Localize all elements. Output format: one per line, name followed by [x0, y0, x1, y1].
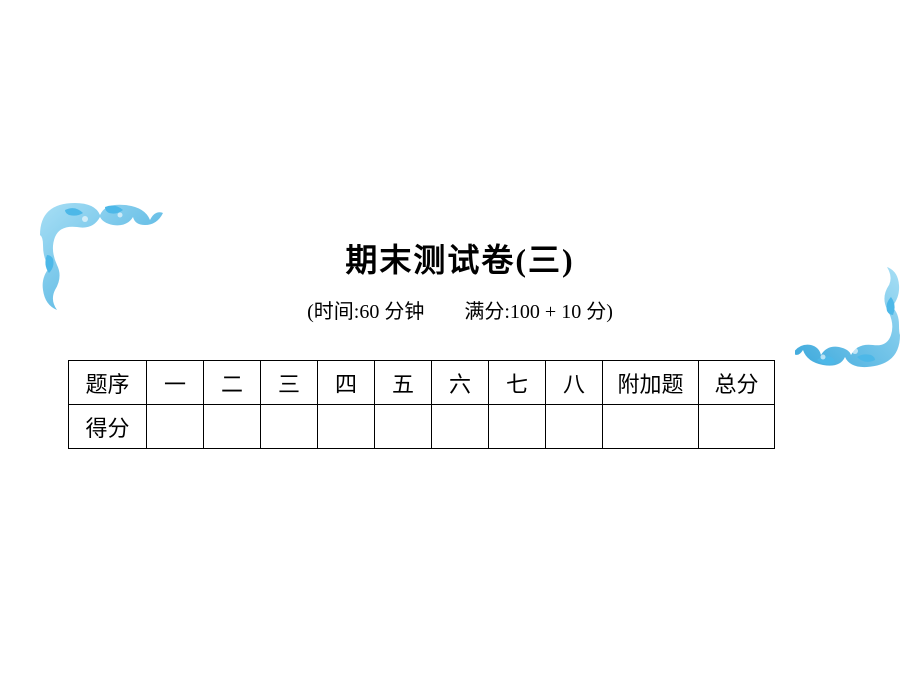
- exam-subtitle: (时间:60 分钟 满分:100 + 10 分): [0, 295, 920, 324]
- exam-title: 期末测试卷(三): [0, 235, 920, 281]
- col-2: 二: [204, 361, 261, 405]
- score-cell: [147, 405, 204, 449]
- col-8: 八: [546, 361, 603, 405]
- col-total: 总分: [699, 361, 775, 405]
- col-1: 一: [147, 361, 204, 405]
- col-4: 四: [318, 361, 375, 405]
- col-extra: 附加题: [603, 361, 699, 405]
- score-cell: [699, 405, 775, 449]
- time-label: (时间:60 分钟: [307, 301, 424, 323]
- score-cell: [261, 405, 318, 449]
- score-cell: [432, 405, 489, 449]
- table-header-row: 题序 一 二 三 四 五 六 七 八 附加题 总分: [69, 361, 775, 405]
- score-cell: [489, 405, 546, 449]
- col-6: 六: [432, 361, 489, 405]
- score-table: 题序 一 二 三 四 五 六 七 八 附加题 总分 得分: [68, 360, 775, 449]
- col-5: 五: [375, 361, 432, 405]
- header-sequence: 题序: [69, 361, 147, 405]
- score-cell: [318, 405, 375, 449]
- header-score: 得分: [69, 405, 147, 449]
- col-3: 三: [261, 361, 318, 405]
- score-cell: [546, 405, 603, 449]
- table-score-row: 得分: [69, 405, 775, 449]
- col-7: 七: [489, 361, 546, 405]
- score-cell: [375, 405, 432, 449]
- fullscore-label: 满分:100 + 10 分): [464, 301, 613, 323]
- score-cell: [204, 405, 261, 449]
- score-cell: [603, 405, 699, 449]
